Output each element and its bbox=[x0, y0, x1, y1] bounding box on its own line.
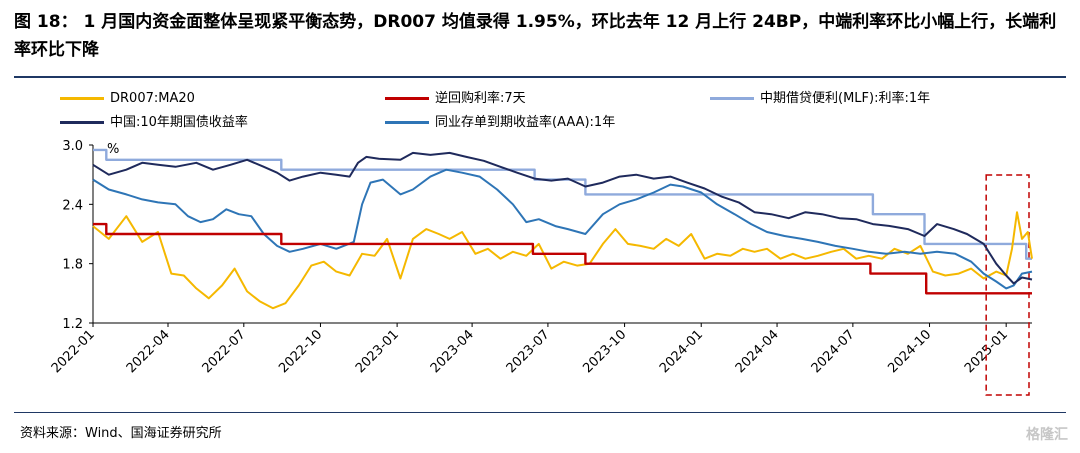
x-tick-label: 2023-04 bbox=[428, 327, 477, 376]
legend-swatch-ncd bbox=[385, 121, 429, 124]
legend-label-ncd: 同业存单到期收益率(AAA):1年 bbox=[435, 115, 616, 130]
legend-label-mlf: 中期借贷便利(MLF):利率:1年 bbox=[760, 91, 931, 106]
highlight-box bbox=[985, 174, 1030, 396]
x-tick-label: 2023-10 bbox=[580, 327, 629, 376]
title-divider bbox=[14, 76, 1066, 78]
figure-title: 图 18： 1 月国内资金面整体呈现紧平衡态势，DR007 均值录得 1.95%… bbox=[14, 12, 1057, 60]
legend-swatch-10y-bond bbox=[60, 121, 104, 124]
source-divider bbox=[14, 412, 1066, 413]
legend-label-10y-bond: 中国:10年期国债收益率 bbox=[110, 115, 248, 130]
legend-item-mlf: 中期借贷便利(MLF):利率:1年 bbox=[710, 90, 930, 108]
x-tick-label: 2024-04 bbox=[733, 327, 782, 376]
y-tick-label: 1.8 bbox=[62, 258, 83, 273]
x-tick-label: 2024-07 bbox=[809, 327, 858, 376]
legend-item-ncd: 同业存单到期收益率(AAA):1年 bbox=[385, 114, 615, 132]
x-tick-label: 2024-10 bbox=[885, 327, 934, 376]
source-note: 资料来源：Wind、国海证券研究所 bbox=[20, 426, 222, 441]
legend-swatch-dr007 bbox=[60, 97, 104, 100]
legend-item-10y-bond: 中国:10年期国债收益率 bbox=[60, 114, 248, 132]
legend-row-2: 中国:10年期国债收益率 同业存单到期收益率(AAA):1年 bbox=[60, 114, 1060, 132]
watermark-logo: 格隆汇 bbox=[1026, 427, 1068, 443]
x-tick-label: 2022-01 bbox=[49, 327, 98, 376]
legend-label-dr007: DR007:MA20 bbox=[110, 91, 195, 106]
x-tick-label: 2022-07 bbox=[200, 327, 249, 376]
x-tick-label: 2024-01 bbox=[657, 327, 706, 376]
legend-item-reverse-repo: 逆回购利率:7天 bbox=[385, 90, 526, 108]
series-line-reverse-repo bbox=[93, 222, 1032, 295]
series-line-10y-bond bbox=[92, 151, 1033, 285]
x-tick-label: 2023-07 bbox=[504, 327, 553, 376]
y-tick-label: 1.2 bbox=[62, 317, 83, 332]
y-tick-label: 2.4 bbox=[62, 198, 83, 213]
y-tick-label: 3.0 bbox=[62, 139, 83, 154]
legend-label-reverse-repo: 逆回购利率:7天 bbox=[435, 91, 526, 106]
x-tick-label: 2022-04 bbox=[124, 327, 173, 376]
legend-row-1: DR007:MA20 逆回购利率:7天 中期借贷便利(MLF):利率:1年 bbox=[60, 90, 1060, 108]
legend-swatch-mlf bbox=[710, 97, 754, 100]
legend-item-dr007: DR007:MA20 bbox=[60, 90, 195, 108]
y-axis-unit: % bbox=[107, 142, 119, 157]
x-tick-label: 2023-01 bbox=[353, 327, 402, 376]
series-line-ncd bbox=[92, 168, 1033, 290]
x-tick-label: 2022-10 bbox=[276, 327, 325, 376]
legend-swatch-reverse-repo bbox=[385, 97, 429, 100]
series-line-mlf bbox=[93, 148, 1032, 260]
